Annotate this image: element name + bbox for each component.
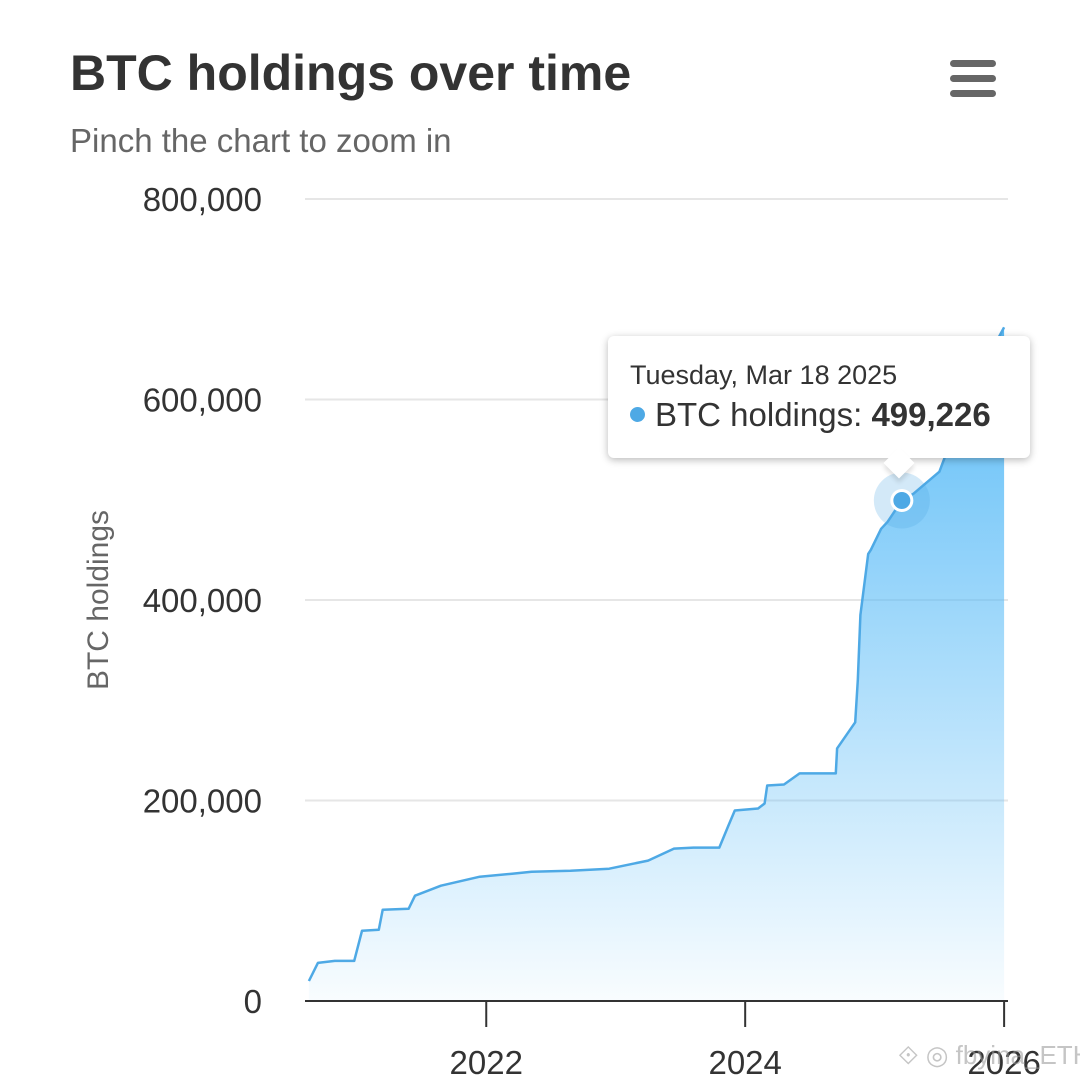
tooltip: Tuesday, Mar 18 2025 BTC holdings: 499,2… (608, 336, 1030, 479)
menu-bar (950, 90, 996, 97)
highlight-point (890, 489, 914, 513)
tooltip-series-label: BTC holdings: (655, 396, 863, 433)
series-area (308, 327, 1005, 1001)
x-tick-label: 2022 (450, 1044, 523, 1080)
tooltip-value-line: BTC holdings: 499,226 (630, 396, 991, 434)
y-tick-labels: 0 200,000 400,000 600,000 800,000 (143, 181, 262, 1020)
y-tick-label: 0 (244, 983, 262, 1020)
y-tick-label: 800,000 (143, 181, 262, 218)
watermark: ⟐ ◎ fbyina_ETH (898, 1040, 1080, 1072)
series-line[interactable] (307, 326, 1006, 982)
series-dot-icon (630, 406, 645, 422)
menu-bar (950, 75, 996, 82)
chart-subtitle: Pinch the chart to zoom in (70, 122, 452, 159)
menu-bar (950, 60, 996, 67)
watermark-text: fbyina_ETH (955, 1040, 1080, 1070)
x-ticks: 2022 2024 2026 (450, 1001, 1041, 1080)
chart-title: BTC holdings over time (70, 45, 632, 101)
y-tick-label: 400,000 (143, 582, 262, 619)
x-tick-label: 2024 (708, 1044, 781, 1080)
tooltip-value: 499,226 (871, 396, 991, 433)
y-tick-label: 600,000 (143, 382, 262, 419)
hamburger-menu-icon[interactable] (944, 56, 1002, 102)
tooltip-date: Tuesday, Mar 18 2025 (630, 360, 898, 390)
y-axis-title: BTC holdings (82, 509, 115, 691)
highlight-marker[interactable] (873, 472, 930, 529)
x-tick-label: 2026 (967, 1044, 1040, 1080)
y-tick-label: 200,000 (143, 783, 262, 820)
